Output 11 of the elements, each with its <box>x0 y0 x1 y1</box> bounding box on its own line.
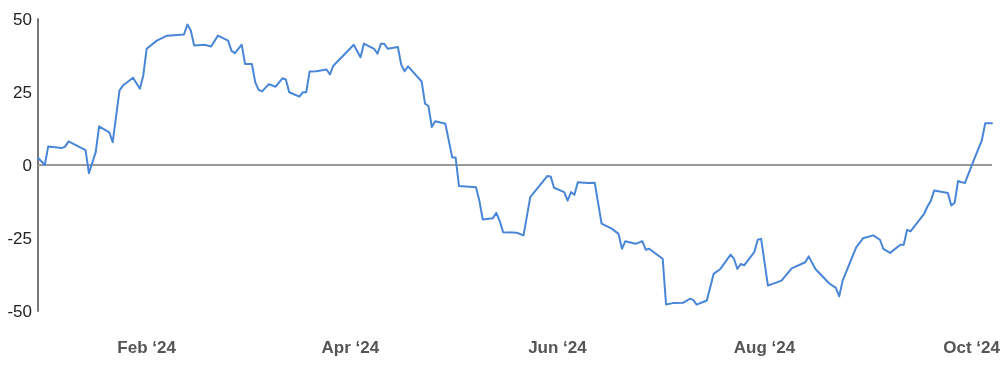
x-tick-label: Apr ‘24 <box>321 338 380 357</box>
x-tick-label: Oct ‘24 <box>943 338 1001 357</box>
y-tick-label: -25 <box>7 228 32 248</box>
y-tick-label: 0 <box>22 155 32 175</box>
y-tick-label: -50 <box>7 301 32 321</box>
x-tick-label: Jun ‘24 <box>528 338 588 357</box>
line-series <box>37 23 993 306</box>
x-tick-label: Feb ‘24 <box>117 338 177 357</box>
x-tick-label: Aug ‘24 <box>733 338 796 357</box>
y-tick-label: 25 <box>13 82 32 102</box>
y-tick-label: 50 <box>13 9 32 29</box>
